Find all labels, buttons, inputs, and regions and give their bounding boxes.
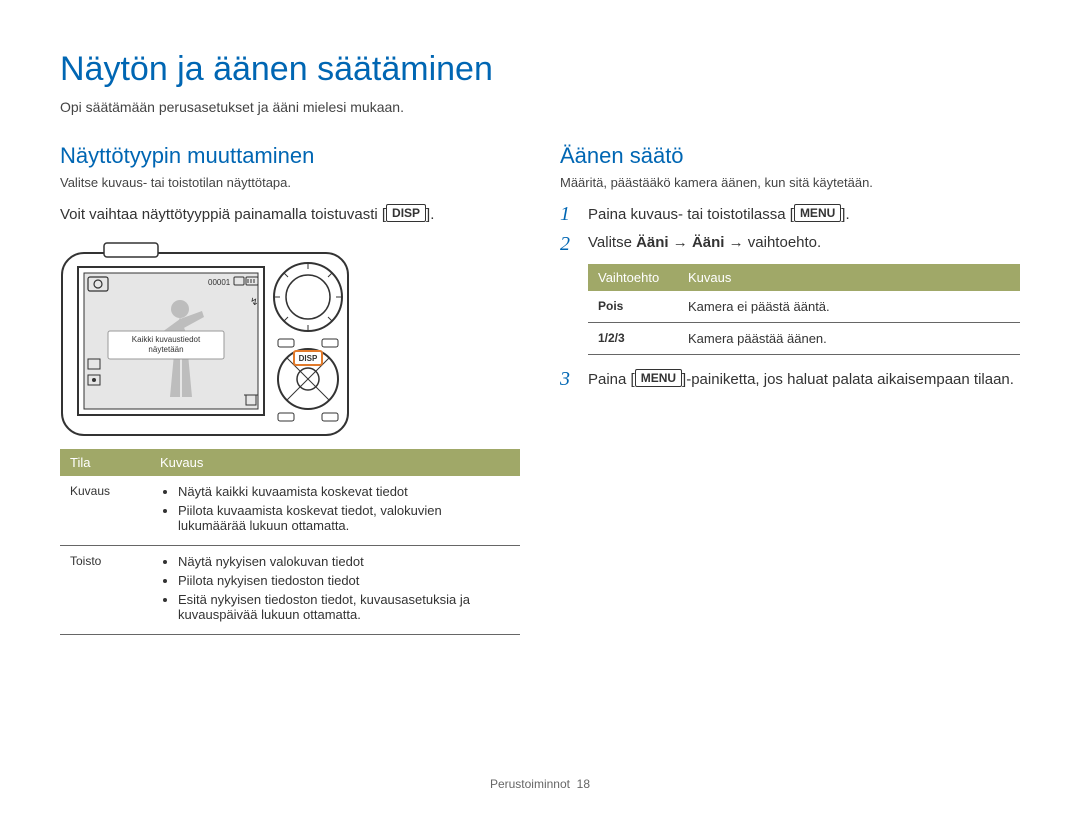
left-heading: Näyttötyypin muuttaminen [60, 143, 520, 169]
step-2: 2 Valitse Ääni → Ääni → vaihtoehto. [560, 234, 1020, 254]
rt-r0-a: Pois [588, 291, 678, 323]
table-row: Pois Kamera ei päästä ääntä. [588, 291, 1020, 323]
s1-post: ]. [841, 206, 849, 223]
step-number: 2 [560, 234, 578, 254]
page-title: Näytön ja äänen säätäminen [60, 50, 1020, 89]
rt-r0-b: Kamera ei päästä ääntä. [678, 291, 1020, 323]
left-desc: Valitse kuvaus- tai toistotilan näyttöta… [60, 175, 520, 190]
lt-r1-b2: Esitä nykyisen tiedoston tiedot, kuvausa… [178, 592, 510, 622]
table-row: 1/2/3 Kamera päästää äänen. [588, 323, 1020, 355]
step-number: 3 [560, 369, 578, 389]
intro-text: Opi säätämään perusasetukset ja ääni mie… [60, 99, 1020, 115]
s2-b1: Ääni [636, 234, 669, 251]
lt-r1-b1: Piilota nykyisen tiedoston tiedot [178, 573, 510, 588]
s2-post: → vaihtoehto. [724, 234, 821, 251]
lt-r0-b: Näytä kaikki kuvaamista koskevat tiedot … [150, 476, 520, 546]
camera-illustration: 00001 ↯ Kaikki [60, 239, 520, 439]
menu-label: MENU [635, 369, 682, 387]
rt-header-b: Kuvaus [678, 264, 1020, 291]
left-body: Voit vaihtaa näyttötyyppiä painamalla to… [60, 204, 520, 223]
s3-pre: Paina [ [588, 371, 635, 388]
footer-label: Perustoiminnot [490, 777, 570, 791]
lt-header-b: Kuvaus [150, 449, 520, 476]
right-desc: Määritä, päästääkö kamera äänen, kun sit… [560, 175, 1020, 190]
disp-button-label: DISP [299, 354, 318, 363]
lt-r0-b1: Piilota kuvaamista koskevat tiedot, valo… [178, 503, 510, 533]
s2-pre: Valitse [588, 234, 636, 251]
page-footer: Perustoiminnot 18 [0, 777, 1080, 791]
right-table: Vaihtoehto Kuvaus Pois Kamera ei päästä … [588, 264, 1020, 355]
s1-pre: Paina kuvaus- tai toistotilassa [ [588, 206, 794, 223]
s3-post: ]-painiketta, jos haluat palata aikaisem… [682, 371, 1014, 388]
svg-text:↯: ↯ [250, 297, 258, 308]
lt-header-a: Tila [60, 449, 150, 476]
lt-r1-b0: Näytä nykyisen valokuvan tiedot [178, 554, 510, 569]
rt-r1-b: Kamera päästää äänen. [678, 323, 1020, 355]
rt-header-a: Vaihtoehto [588, 264, 678, 291]
lt-r1-b: Näytä nykyisen valokuvan tiedot Piilota … [150, 546, 520, 635]
left-column: Näyttötyypin muuttaminen Valitse kuvaus-… [60, 143, 520, 635]
right-column: Äänen säätö Määritä, päästääkö kamera ää… [560, 143, 1020, 635]
right-heading: Äänen säätö [560, 143, 1020, 169]
s2-b2: Ääni [692, 234, 725, 251]
left-table: Tila Kuvaus Kuvaus Näytä kaikki kuvaamis… [60, 449, 520, 635]
lt-r1-a: Toisto [60, 546, 150, 635]
footer-page: 18 [577, 777, 590, 791]
disp-label: DISP [386, 204, 426, 222]
screen-bubble-l1: Kaikki kuvaustiedot [132, 335, 201, 344]
left-body-post: ]. [426, 206, 434, 223]
step-3: 3 Paina [MENU]-painiketta, jos haluat pa… [560, 369, 1020, 389]
table-row: Toisto Näytä nykyisen valokuvan tiedot P… [60, 546, 520, 635]
lt-r0-a: Kuvaus [60, 476, 150, 546]
step-1: 1 Paina kuvaus- tai toistotilassa [MENU]… [560, 204, 1020, 224]
screen-counter: 00001 [208, 278, 231, 287]
rt-r1-a: 1/2/3 [588, 323, 678, 355]
screen-bubble-l2: näytetään [148, 345, 183, 354]
s2-a1: → [669, 234, 692, 251]
table-row: Kuvaus Näytä kaikki kuvaamista koskevat … [60, 476, 520, 546]
step-number: 1 [560, 204, 578, 224]
menu-label: MENU [794, 204, 841, 222]
lt-r0-b0: Näytä kaikki kuvaamista koskevat tiedot [178, 484, 510, 499]
left-body-pre: Voit vaihtaa näyttötyyppiä painamalla to… [60, 206, 386, 223]
